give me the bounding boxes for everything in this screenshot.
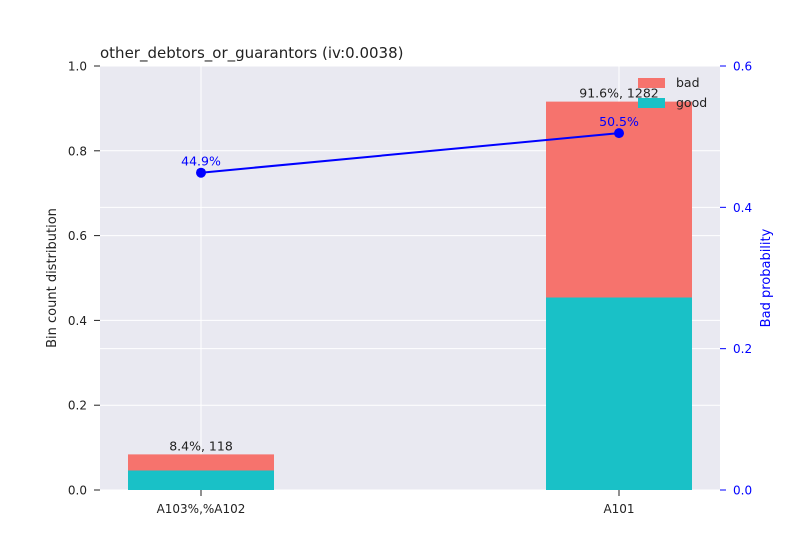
y-tick-label: 0.6: [68, 229, 87, 243]
x-tick-label: A101: [603, 502, 634, 516]
y2-tick-label: 0.0: [733, 484, 752, 498]
y-tick-label: 0.4: [68, 314, 87, 328]
y2-axis-label: Bad probability: [759, 228, 774, 327]
bad-probability-label: 50.5%: [599, 114, 639, 129]
bars: [128, 101, 692, 490]
legend-swatch-bad: [638, 78, 665, 88]
bar-labels: 8.4%, 118 91.6%, 1282: [169, 86, 659, 454]
y2-tick-label: 0.4: [733, 201, 752, 215]
legend-label-good: good: [676, 95, 707, 110]
bad-probability-label: 44.9%: [181, 154, 221, 169]
y-axis-label: Bin count distribution: [45, 208, 60, 348]
bad-probability-polyline: [200, 132, 620, 174]
y2-tick-label: 0.6: [733, 60, 752, 74]
bad-probability-point: [196, 167, 206, 178]
bad-probability-point: [614, 128, 624, 139]
legend-swatch-good: [638, 98, 665, 108]
legend-label-bad: bad: [676, 75, 700, 90]
bar-good: [128, 470, 274, 490]
y2-tick-label: 0.2: [733, 342, 752, 356]
grid-lines: [100, 65, 720, 491]
bad-probability-line: 44.9% 50.5%: [181, 114, 639, 178]
legend: bad good: [638, 75, 707, 110]
axes: 0.0 0.2 0.4 0.6 0.8 1.0 0.0 0.2 0.4 0.6 A103%,%A10…: [68, 60, 752, 517]
y-tick-label: 0.8: [68, 144, 87, 158]
y-tick-label: 0.0: [68, 484, 87, 498]
bar-label: 8.4%, 118: [169, 438, 233, 453]
chart-title: other_debtors_or_guarantors (iv:0.0038): [100, 44, 403, 63]
y-tick-label: 0.2: [68, 399, 87, 413]
y-tick-label: 1.0: [68, 60, 87, 74]
bar-bad: [128, 454, 274, 471]
bar-label: 91.6%, 1282: [579, 86, 658, 101]
bar-good: [546, 297, 692, 490]
x-tick-label: A103%,%A102: [157, 502, 246, 516]
